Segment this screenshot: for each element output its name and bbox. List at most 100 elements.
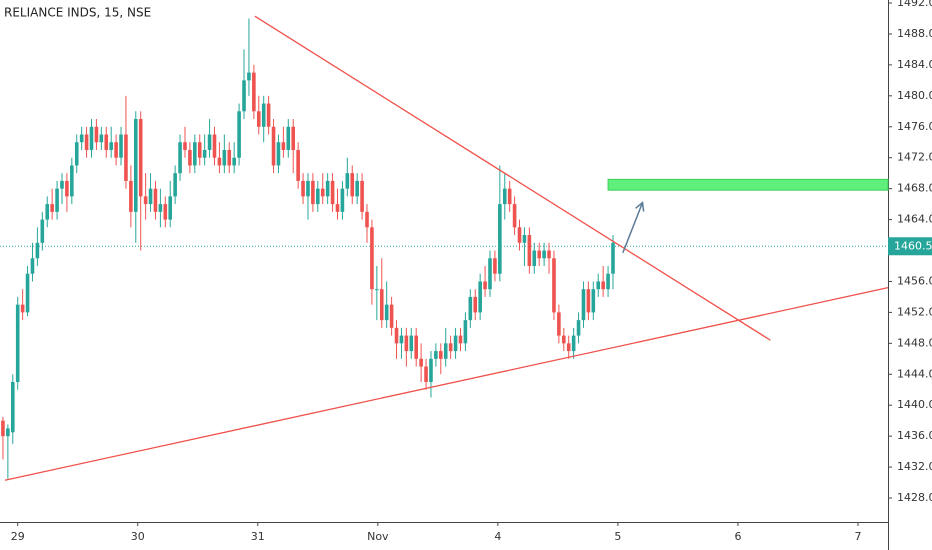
y-tick-label: 1476.00 <box>897 120 932 133</box>
y-tick-label: 1488.00 <box>897 27 932 40</box>
candle-body <box>522 235 527 243</box>
candle-body <box>566 343 571 352</box>
candle-body <box>532 250 537 266</box>
candle-body <box>261 103 266 127</box>
candle-body <box>478 281 482 313</box>
candle-body <box>143 196 148 205</box>
candle-body <box>173 173 177 197</box>
candle-body <box>375 289 379 291</box>
candle-body <box>247 72 251 81</box>
candle-body <box>414 335 419 359</box>
candle-body <box>65 180 69 197</box>
candle-body <box>399 335 404 344</box>
y-tick-label: 1440.00 <box>897 398 932 411</box>
candle-body <box>463 320 468 344</box>
candle-body <box>74 142 79 166</box>
last-price-label: 1460.55 <box>894 239 932 252</box>
candle-body <box>611 242 615 274</box>
trend-line <box>254 15 771 341</box>
candle-body <box>561 335 566 344</box>
candle-body <box>84 134 89 150</box>
candle-body <box>138 119 143 197</box>
candle-body <box>109 142 113 150</box>
candle-body <box>20 304 25 313</box>
candle-body <box>596 281 601 290</box>
candle-body <box>384 304 389 321</box>
candle-body <box>498 204 502 274</box>
candle-body <box>493 258 497 274</box>
y-tick-label: 1452.00 <box>897 305 932 318</box>
candle-body <box>129 180 133 212</box>
x-tick-label: 31 <box>251 530 265 543</box>
candle-body <box>404 335 409 352</box>
candle-body <box>507 188 512 205</box>
candle-body <box>350 173 355 197</box>
candle-body <box>291 126 296 150</box>
candle-body <box>473 296 478 313</box>
candle-body <box>488 258 492 290</box>
y-tick-label: 1428.00 <box>897 491 932 504</box>
candle-body <box>168 196 173 220</box>
candle-body <box>99 134 104 143</box>
candle-body <box>320 188 325 197</box>
candle-body <box>124 134 128 181</box>
candle-body <box>227 149 232 166</box>
candle-body <box>183 142 187 150</box>
candle-body <box>217 157 222 166</box>
candle-body <box>79 134 84 143</box>
candle-body <box>286 126 291 150</box>
candle-body <box>271 126 276 166</box>
candle-body <box>266 103 271 127</box>
candle-body <box>394 327 399 344</box>
candle-body <box>114 142 118 158</box>
candle-body <box>25 273 30 313</box>
arrow-head <box>635 201 645 212</box>
candle-body <box>256 111 261 127</box>
candle-body <box>35 242 40 259</box>
candle-body <box>448 343 453 352</box>
candle-body <box>119 134 123 158</box>
candle-body <box>335 204 340 212</box>
candle-body <box>517 227 522 243</box>
candle-body <box>193 142 197 166</box>
x-tick-label: 30 <box>131 530 145 543</box>
candle-body <box>483 281 487 290</box>
candle-body <box>306 180 310 197</box>
candle-body <box>252 72 256 112</box>
candle-body <box>365 211 369 228</box>
candle-body <box>207 134 212 150</box>
candle-body <box>178 142 182 174</box>
y-tick-label: 1492.00 <box>897 0 932 9</box>
candle-body <box>197 142 202 158</box>
candle-body <box>547 250 551 259</box>
candle-body <box>586 289 591 313</box>
y-tick-label: 1436.00 <box>897 429 932 442</box>
x-tick-label: 4 <box>494 530 501 543</box>
candle-body <box>453 335 458 352</box>
y-tick-label: 1432.00 <box>897 460 932 473</box>
candle-body <box>158 204 163 212</box>
candle-body <box>370 227 374 290</box>
candle-body <box>330 180 335 205</box>
candle-body <box>70 165 74 197</box>
last-price-box <box>888 237 932 256</box>
candle-body <box>202 149 207 158</box>
candle-body <box>502 188 507 205</box>
y-tick-label: 1484.00 <box>897 58 932 71</box>
candle-body <box>379 289 384 321</box>
candle-body <box>15 304 20 383</box>
candle-body <box>542 250 546 259</box>
candle-body <box>468 296 473 321</box>
candle-body <box>601 281 605 290</box>
candle-body <box>296 149 300 181</box>
candle-body <box>153 188 158 212</box>
candle-body <box>1 420 5 437</box>
candle-body <box>340 188 345 212</box>
candle-body <box>89 126 94 150</box>
x-tick-label: Nov <box>367 530 389 543</box>
candle-body <box>232 157 236 166</box>
candle-body <box>581 289 586 321</box>
candle-body <box>163 204 168 220</box>
